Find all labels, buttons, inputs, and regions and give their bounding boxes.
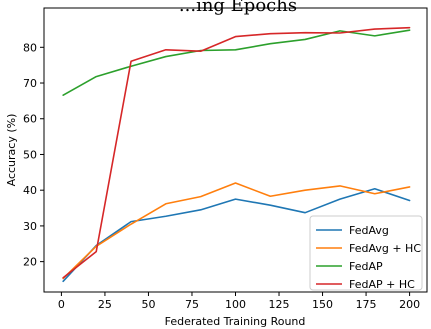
x-tick-label: 100 — [225, 298, 246, 311]
legend-label: FedAvg — [349, 224, 389, 237]
y-tick-label: 30 — [23, 220, 37, 233]
x-tick-label: 25 — [98, 298, 112, 311]
x-tick-label: 75 — [185, 298, 199, 311]
x-tick-label: 200 — [399, 298, 420, 311]
legend-label: FedAP — [349, 260, 383, 273]
y-tick-label: 60 — [23, 113, 37, 126]
y-tick-label: 20 — [23, 256, 37, 269]
y-axis-label: Accuracy (%) — [5, 114, 18, 187]
legend-label: FedAvg + HC — [349, 242, 421, 255]
y-tick-label: 70 — [23, 77, 37, 90]
x-tick-label: 50 — [141, 298, 155, 311]
y-tick-label: 50 — [23, 148, 37, 161]
chart-legend: FedAvg FedAvg + HC FedAP FedAP + HC — [310, 216, 422, 291]
y-tick-label: 80 — [23, 41, 37, 54]
legend-label: FedAP + HC — [349, 278, 415, 291]
x-tick-label: 150 — [312, 298, 333, 311]
x-axis-label: Federated Training Round — [165, 315, 306, 328]
x-tick-label: 175 — [356, 298, 377, 311]
y-tick-label: 40 — [23, 184, 37, 197]
x-tick-label: 125 — [269, 298, 290, 311]
x-tick-label: 0 — [58, 298, 65, 311]
